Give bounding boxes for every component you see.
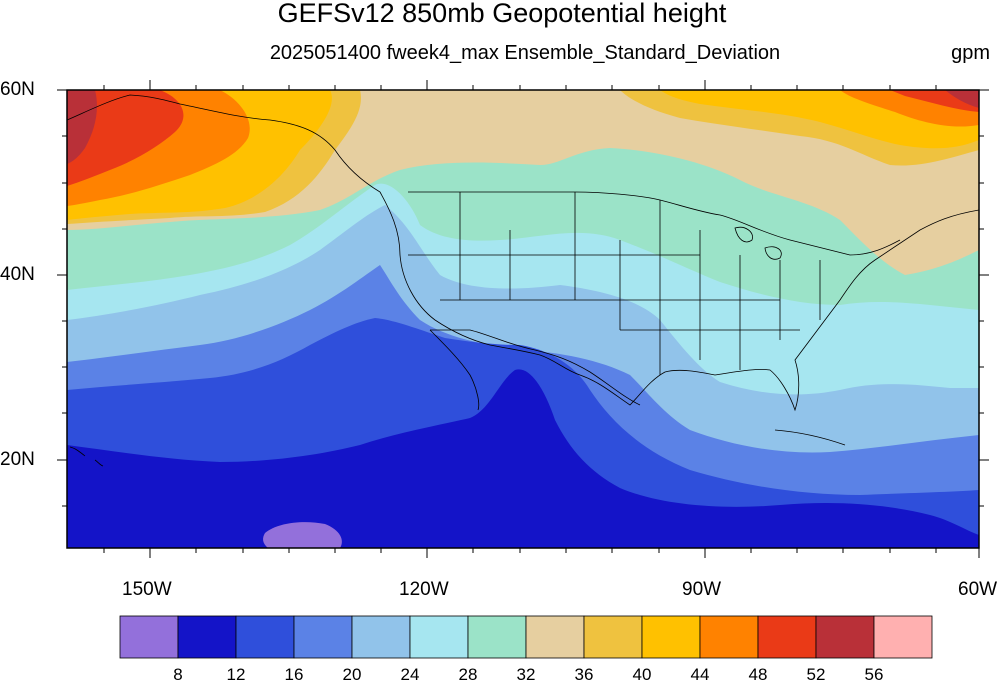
colorbar-swatch [815, 615, 875, 659]
north-america-coastline [67, 94, 979, 412]
band-48-52 [67, 90, 979, 186]
colorbar-swatch [235, 615, 295, 659]
band-8-12 [67, 369, 979, 548]
baja-peninsula [429, 329, 480, 411]
us-mexico-border [430, 329, 641, 406]
political-boundaries [67, 94, 979, 467]
colorbar-swatch [177, 615, 237, 659]
colorbar-tick-label: 44 [690, 665, 710, 684]
colorbar-swatch [409, 615, 469, 659]
great-lakes [734, 226, 782, 260]
lat-label-20n: 20N [0, 449, 35, 470]
colorbar-swatch [467, 615, 527, 659]
band-below-8 [263, 522, 342, 548]
colorbar-swatch [873, 615, 933, 659]
colorbar-swatch [351, 615, 411, 659]
colorbar-tick-label: 8 [173, 665, 183, 684]
colorbar-swatch [119, 615, 179, 659]
lon-label-60w: 60W [958, 579, 998, 600]
colorbar-tick-label: 24 [400, 665, 420, 684]
band-40-44 [67, 90, 979, 220]
colorbar-tick-label: 56 [864, 665, 884, 684]
colorbar-tick-label: 36 [574, 665, 594, 684]
lon-label-90w: 90W [682, 579, 722, 600]
cuba-outline [774, 429, 846, 446]
map-subtitle: 2025051400 fweek4_max Ensemble_Standard_… [269, 42, 781, 64]
us-canada-border [408, 191, 901, 256]
colorbar-tick-label: 32 [516, 665, 536, 684]
colorbar-tick-label: 16 [284, 665, 304, 684]
colorbar-tick-label: 48 [748, 665, 768, 684]
colorbar-swatch [699, 615, 759, 659]
us-state-lines [408, 192, 821, 375]
lat-label-60n: 60N [0, 79, 35, 100]
units-label: gpm [951, 42, 990, 64]
contour-fill-layer [67, 90, 979, 548]
colorbar-tick-label: 20 [342, 665, 362, 684]
map-frame [66, 89, 980, 549]
colorbar-swatch [583, 615, 643, 659]
colorbar-tick-label: 40 [632, 665, 652, 684]
lon-label-120w: 120W [399, 579, 449, 600]
hawaii-outline [69, 446, 104, 467]
axis-ticks [57, 80, 989, 558]
lon-label-150w: 150W [122, 579, 172, 600]
colorbar-tick-label: 52 [806, 665, 826, 684]
colorbar-swatch [525, 615, 585, 659]
colorbar [119, 615, 933, 659]
lat-label-40n: 40N [0, 264, 35, 285]
colorbar-tick-label: 28 [458, 665, 478, 684]
map-title: GEFSv12 850mb Geopotential height [277, 0, 727, 28]
colorbar-tick-label: 12 [226, 665, 246, 684]
colorbar-swatch [641, 615, 701, 659]
colorbar-swatch [757, 615, 817, 659]
colorbar-swatch [293, 615, 353, 659]
